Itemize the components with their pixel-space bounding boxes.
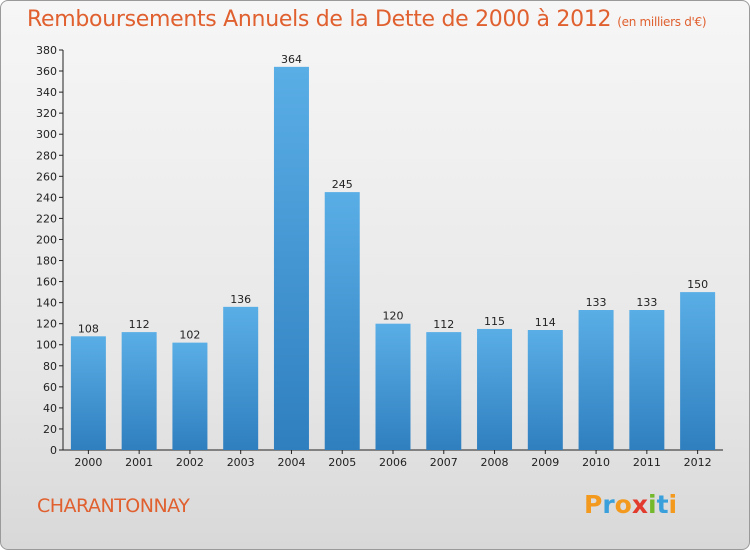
y-tick-label: 260	[36, 170, 57, 183]
value-label-2006: 120	[383, 310, 404, 323]
bar-2008	[477, 328, 513, 450]
bar-2010	[578, 310, 614, 450]
value-label-2000: 108	[78, 322, 99, 335]
bar-2007	[426, 332, 462, 450]
data-labels: 108 112 102 136 364 245 120 112 115 114 133 133 150	[78, 53, 708, 342]
logo-letter: i	[668, 490, 678, 519]
y-tick-label: 60	[43, 381, 57, 394]
y-tick-label: 380	[36, 44, 57, 57]
value-label-2009: 114	[535, 316, 556, 329]
y-tick-label: 0	[50, 444, 57, 457]
x-tick-label-2001: 2001	[125, 456, 153, 469]
value-label-2010: 133	[586, 296, 607, 309]
y-tick-label: 140	[36, 297, 57, 310]
x-tick-label-2000: 2000	[74, 456, 102, 469]
x-tick-label-2005: 2005	[328, 456, 356, 469]
y-tick-label: 200	[36, 233, 57, 246]
y-tick-label: 160	[36, 276, 57, 289]
x-tick-label-2012: 2012	[684, 456, 712, 469]
value-label-2012: 150	[687, 278, 708, 291]
x-tick-label-2004: 2004	[277, 456, 305, 469]
logo-letter: t	[656, 490, 669, 519]
proxiti-logo: Proxiti	[584, 490, 677, 519]
y-tick-label: 340	[36, 86, 57, 99]
y-tick-label: 80	[43, 360, 57, 373]
chart-title: Remboursements Annuels de la Dette de 20…	[27, 7, 707, 32]
y-tick-label: 20	[43, 423, 57, 436]
y-tick-label: 40	[43, 402, 57, 415]
unit-label: (en milliers d'€)	[617, 15, 707, 29]
y-tick-label: 240	[36, 191, 57, 204]
y-tick-label: 320	[36, 107, 57, 120]
x-tick-label-2010: 2010	[582, 456, 610, 469]
y-tick-label: 300	[36, 128, 57, 141]
x-tick-label-2009: 2009	[531, 456, 559, 469]
value-label-2008: 115	[484, 315, 505, 328]
y-tick-label: 280	[36, 149, 57, 162]
value-label-2007: 112	[433, 318, 454, 331]
bar-2004	[273, 66, 309, 450]
logo-letter: r	[602, 490, 615, 519]
x-tick-label-2007: 2007	[430, 456, 458, 469]
y-tick-label: 180	[36, 255, 57, 268]
bar-2009	[527, 330, 563, 450]
y-tick-label: 120	[36, 318, 57, 331]
x-tick-label-2011: 2011	[633, 456, 661, 469]
x-tick-label-2002: 2002	[176, 456, 204, 469]
logo-letter: o	[614, 490, 632, 519]
logo-letter: x	[631, 490, 648, 519]
bar-2002	[172, 342, 208, 450]
place-name: CHARANTONNAY	[37, 495, 190, 517]
x-tick-label-2006: 2006	[379, 456, 407, 469]
value-label-2011: 133	[636, 296, 657, 309]
y-axis: 0 20 40 60 80 100 120 140 160 180 200 220 240 260 280 3…	[36, 44, 64, 457]
x-axis: 2000 2001 2002 2003 2004 2005 2006 2007 2008 2009…	[63, 449, 723, 469]
y-tick-label: 220	[36, 212, 57, 225]
bar-2012	[680, 292, 716, 450]
y-tick-label: 360	[36, 65, 57, 78]
bar-2003	[223, 306, 259, 450]
bar-2001	[121, 332, 157, 450]
title-text: Remboursements Annuels de la Dette de 20…	[27, 7, 612, 32]
bar-2000	[70, 336, 106, 450]
x-tick-label-2008: 2008	[481, 456, 509, 469]
value-label-2001: 112	[129, 318, 150, 331]
value-label-2003: 136	[230, 293, 251, 306]
bar-2006	[375, 323, 411, 450]
bars	[70, 66, 716, 450]
value-label-2004: 364	[281, 53, 302, 66]
bar-2005	[324, 192, 360, 450]
x-tick-label-2003: 2003	[227, 456, 255, 469]
logo-letter: i	[648, 490, 657, 519]
y-tick-label: 100	[36, 339, 57, 352]
value-label-2002: 102	[179, 329, 200, 342]
value-label-2005: 245	[332, 178, 353, 191]
logo-letter: P	[584, 490, 603, 519]
bar-2011	[629, 310, 665, 450]
